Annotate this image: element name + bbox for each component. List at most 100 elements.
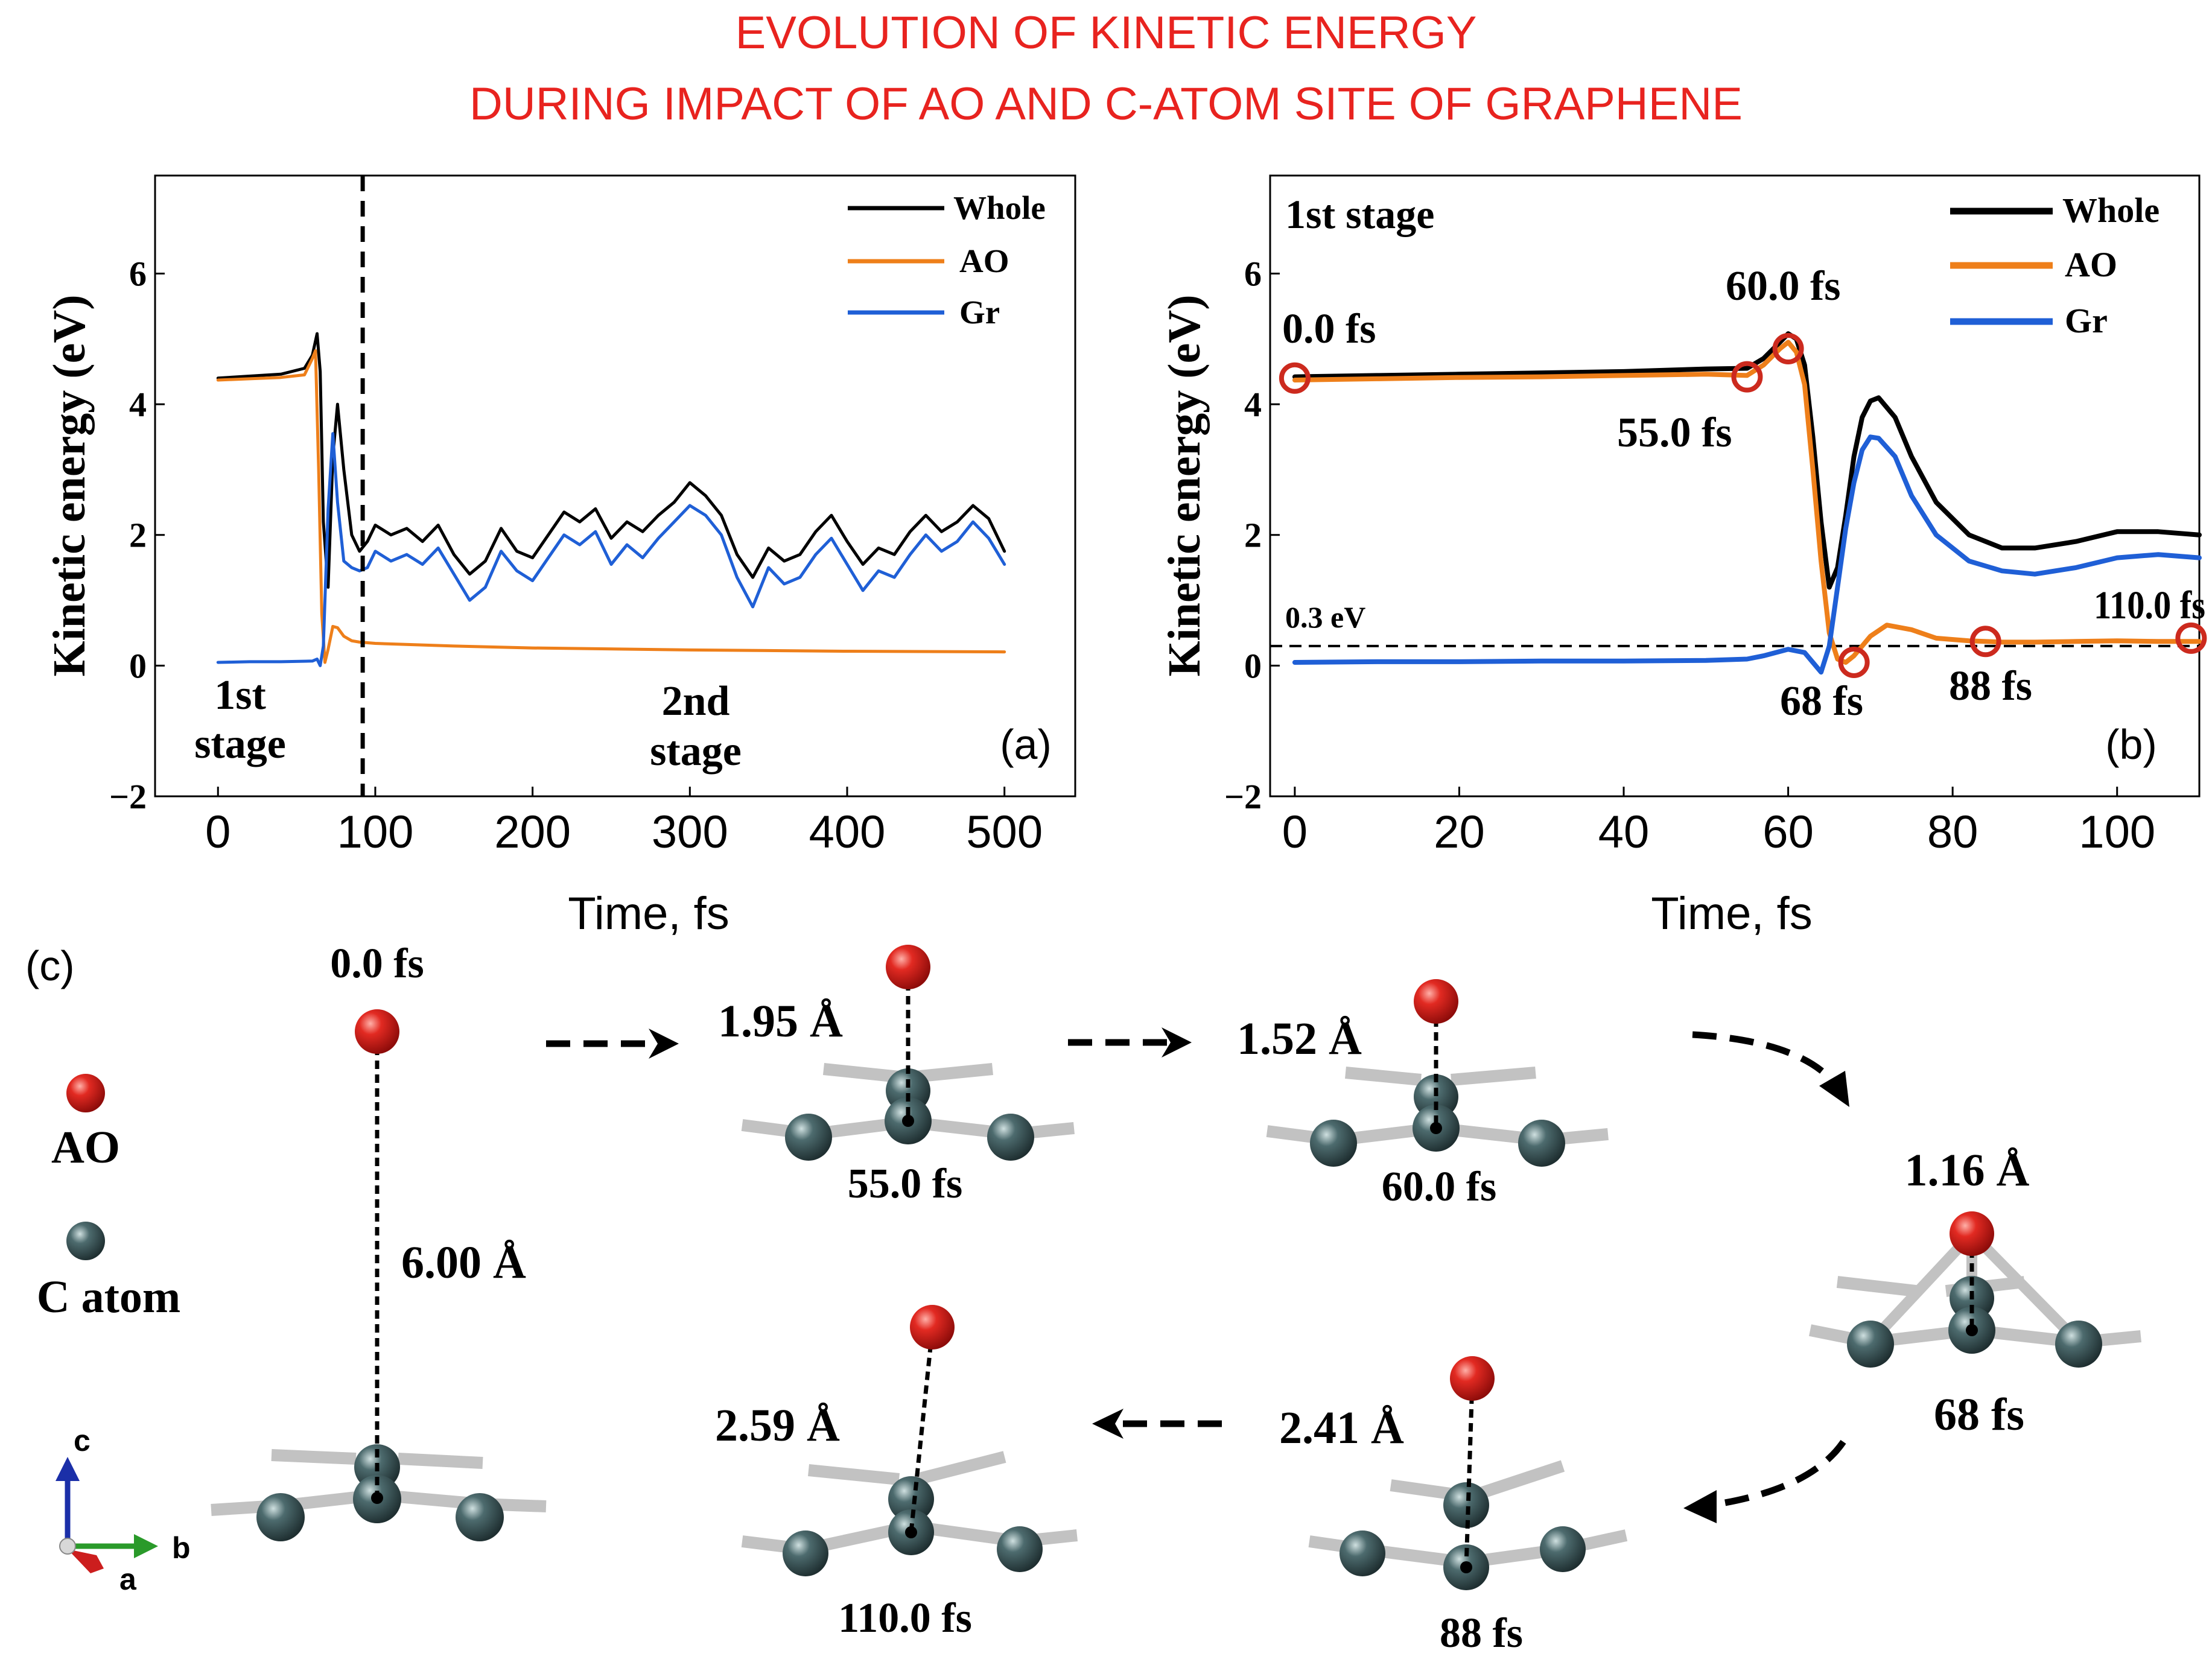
axis-c-label: c: [74, 1424, 91, 1457]
panel-a-chart: 0 100 200 300 400 500 −2 0 2 4 6 Kinetic energy (e…: [44, 174, 1076, 939]
legend-gr: Gr: [959, 294, 1000, 331]
snapshot-1-time: 55.0 fs: [848, 1161, 963, 1207]
figure-title-line2: DURING IMPACT OF AO AND C-ATOM SITE OF G…: [469, 78, 1743, 130]
legend-carbon-atom: [66, 1222, 105, 1260]
snapshot-4-distance: 2.41 Å: [1279, 1403, 1404, 1453]
marker-label-68: 68 fs: [1780, 678, 1863, 725]
y-tick-label: 2: [1244, 516, 1262, 555]
panel-b-tag: (b): [2105, 721, 2157, 768]
arrow-head-60-to-68: [1819, 1071, 1849, 1107]
time-marker: [2175, 622, 2207, 654]
series-line-gr: [1292, 434, 2202, 675]
snapshot-4-time: 88 fs: [1440, 1610, 1523, 1657]
axis-b-label: b: [172, 1531, 191, 1565]
time-marker: [1969, 626, 2001, 658]
legend-c-label: C atom: [37, 1272, 181, 1322]
panel-b-frame: [1269, 174, 2201, 798]
stage2-label-line1: 2nd: [662, 678, 730, 725]
snapshot-3-time: 68 fs: [1934, 1389, 2024, 1440]
flow-arrows: [546, 1027, 1849, 1523]
stage2-label-line2: stage: [650, 728, 742, 775]
marker-label-55: 55.0 fs: [1617, 410, 1732, 456]
y-tick-label: 0: [129, 646, 147, 685]
snapshot-55fs: 1.95 Å 55.0 fs: [718, 945, 1075, 1207]
legend-b-gr: Gr: [2065, 301, 2108, 340]
y-tick-label: 6: [129, 254, 147, 293]
snapshot-5-distance: 2.59 Å: [715, 1400, 840, 1451]
panel-b-series: [1292, 331, 2202, 675]
y-tick-label: 0: [1244, 646, 1262, 685]
panel-b-ylabel: Kinetic energy (eV): [1159, 294, 1210, 676]
series-line-whole: [1292, 331, 2202, 590]
marker-label-110-text: 110.0 fs: [2094, 583, 2205, 627]
panel-b-markers: [1279, 333, 2207, 678]
panel-b-ticks: 0 20 40 60 80 100 −2 0 2 4 6: [1224, 254, 2155, 858]
arrow-60-to-68: [1692, 1031, 1837, 1085]
x-tick-label: 100: [337, 807, 414, 858]
time-marker: [1838, 646, 1870, 678]
marker-label-0: 0.0 fs: [1282, 306, 1376, 352]
x-tick-label: 500: [966, 807, 1043, 858]
x-tick-label: 0: [205, 807, 230, 858]
y-tick-label: −2: [109, 777, 147, 816]
legend-whole: Whole: [953, 189, 1046, 226]
series-line-gr: [216, 432, 1006, 667]
panel-a-xlabel: Time, fs: [568, 888, 729, 939]
snapshot-1-distance: 1.95 Å: [718, 996, 843, 1047]
legend-ao: AO: [959, 243, 1009, 279]
panel-a-ylabel: Kinetic energy (eV): [44, 294, 95, 676]
y-tick-label: 2: [129, 516, 147, 555]
reference-line-label: 0.3 eV: [1285, 600, 1365, 634]
snapshot-3-distance: 1.16 Å: [1905, 1145, 2030, 1196]
stage1-label-line1: 1st: [214, 672, 266, 718]
x-tick-label: 200: [494, 807, 571, 858]
series-line-ao: [216, 349, 1006, 664]
x-tick-label: 20: [1434, 807, 1485, 858]
snapshot-2-distance: 1.52 Å: [1237, 1013, 1362, 1064]
axis-a-label: a: [119, 1562, 137, 1596]
time-marker: [1279, 362, 1311, 394]
panel-b-title: 1st stage: [1285, 191, 1434, 237]
x-tick-label: 60: [1762, 807, 1814, 858]
legend-b-whole: Whole: [2062, 191, 2160, 230]
y-tick-label: 4: [1244, 385, 1262, 424]
snapshot-5-time: 110.0 fs: [838, 1595, 972, 1641]
snapshot-110fs: 2.59 Å 110.0 fs: [715, 1305, 1078, 1641]
y-tick-label: 4: [129, 385, 147, 424]
x-tick-label: 80: [1927, 807, 1978, 858]
panel-c-tag: (c): [25, 942, 75, 989]
time-marker: [1772, 333, 1804, 365]
y-tick-label: −2: [1224, 777, 1262, 816]
x-tick-label: 0: [1282, 807, 1308, 858]
panel-a-series: [216, 332, 1006, 667]
panel-b-chart: 0 20 40 60 80 100 −2 0 2 4 6 Kinetic energy (eV) T…: [1159, 174, 2207, 939]
arrow-head-0-to-55: [649, 1029, 679, 1059]
panel-a-tag: (a): [1000, 721, 1052, 768]
x-tick-label: 300: [652, 807, 728, 858]
snapshot-88fs: 2.41 Å 88 fs: [1279, 1356, 1628, 1657]
panel-b-legend: Whole AO Gr: [1950, 191, 2160, 340]
x-tick-label: 40: [1598, 807, 1650, 858]
panel-c-snapshots: (c) AO C atom c b a: [25, 940, 2141, 1657]
snapshot-60fs: 1.52 Å 60.0 fs: [1237, 979, 1609, 1210]
snapshot-2-time: 60.0 fs: [1382, 1164, 1497, 1210]
panel-a-legend: Whole AO Gr: [848, 189, 1046, 331]
snapshot-0fs: 0.0 fs 6.00 Å: [211, 940, 547, 1541]
y-tick-label: 6: [1244, 254, 1262, 293]
marker-label-110: 110.0 fs: [2094, 583, 2205, 627]
x-tick-label: 400: [809, 807, 886, 858]
marker-label-60: 60.0 fs: [1726, 263, 1841, 309]
arrow-head-88-to-110: [1092, 1409, 1123, 1439]
time-marker: [1731, 361, 1763, 393]
snapshot-0-time: 0.0 fs: [330, 940, 424, 987]
series-line-ao: [1292, 340, 2202, 665]
panel-b-xlabel: Time, fs: [1651, 888, 1812, 939]
figure-title-line1: EVOLUTION OF KINETIC ENERGY: [736, 7, 1477, 59]
snapshot-68fs: 1.16 Å 68 fs: [1809, 1145, 2141, 1440]
axis-triad: c b a: [56, 1424, 191, 1596]
panel-a-frame: [154, 174, 1076, 798]
legend-oxygen-atom: [66, 1074, 105, 1112]
arrow-68-to-88: [1710, 1439, 1846, 1509]
marker-label-88: 88 fs: [1949, 663, 2032, 709]
